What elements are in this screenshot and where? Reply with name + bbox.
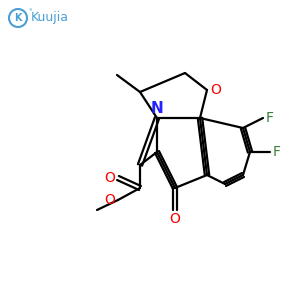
Text: K: K [14, 13, 22, 23]
Text: F: F [266, 111, 274, 125]
Text: F: F [273, 145, 281, 159]
Text: Kuujia: Kuujia [31, 11, 69, 25]
Text: O: O [104, 171, 115, 185]
Text: °: ° [28, 9, 31, 15]
Text: O: O [169, 212, 180, 226]
Text: O: O [104, 193, 115, 207]
Text: N: N [151, 101, 164, 116]
Text: O: O [210, 83, 221, 97]
